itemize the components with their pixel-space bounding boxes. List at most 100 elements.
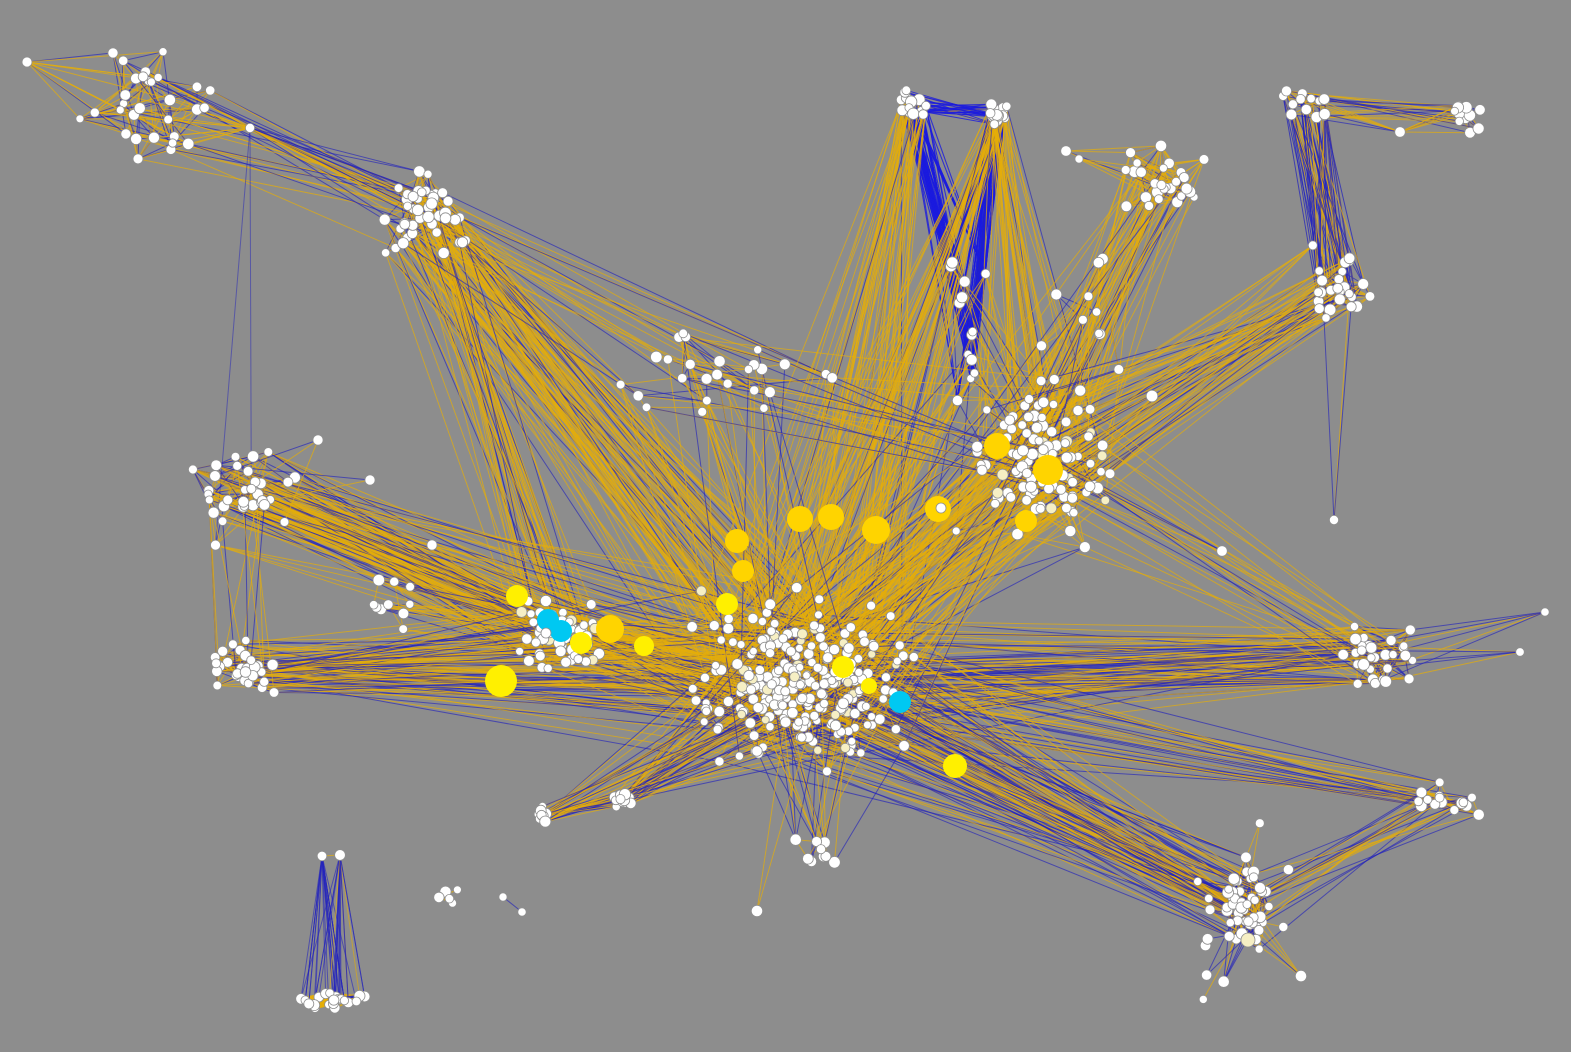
graph-node[interactable] xyxy=(767,680,776,689)
graph-node[interactable] xyxy=(121,129,131,139)
graph-node[interactable] xyxy=(1035,437,1043,445)
graph-node[interactable] xyxy=(1218,976,1229,987)
graph-node[interactable] xyxy=(1097,451,1107,461)
graph-node[interactable] xyxy=(803,672,811,680)
graph-node[interactable] xyxy=(899,651,909,661)
graph-node[interactable] xyxy=(1350,622,1358,630)
graph-node[interactable] xyxy=(159,48,167,56)
graph-node[interactable] xyxy=(1181,183,1192,194)
graph-node[interactable] xyxy=(1012,528,1023,539)
graph-node[interactable] xyxy=(696,586,706,596)
graph-node[interactable] xyxy=(108,48,118,58)
graph-node[interactable] xyxy=(1414,797,1423,806)
graph-node[interactable] xyxy=(205,496,213,504)
graph-node[interactable] xyxy=(164,115,173,124)
graph-node[interactable] xyxy=(902,86,911,95)
graph-node[interactable] xyxy=(1068,477,1078,487)
graph-node[interactable] xyxy=(206,86,215,95)
graph-node[interactable] xyxy=(147,78,155,86)
graph-node[interactable] xyxy=(76,115,84,123)
graph-node[interactable] xyxy=(1202,934,1213,945)
graph-node[interactable] xyxy=(1079,542,1090,553)
graph-node[interactable] xyxy=(1075,385,1086,396)
graph-node[interactable] xyxy=(1435,778,1444,787)
graph-node[interactable] xyxy=(992,488,1003,499)
graph-node[interactable] xyxy=(786,647,795,656)
graph-node[interactable] xyxy=(986,109,995,118)
graph-node[interactable] xyxy=(90,108,99,117)
graph-node[interactable] xyxy=(1333,283,1343,293)
graph-node[interactable] xyxy=(748,613,758,623)
graph-node[interactable] xyxy=(1365,292,1375,302)
graph-node[interactable] xyxy=(1358,279,1369,290)
graph-node[interactable] xyxy=(952,395,962,405)
graph-node[interactable] xyxy=(394,184,403,193)
graph-node[interactable] xyxy=(767,627,776,636)
graph-node[interactable] xyxy=(717,636,725,644)
graph-node[interactable] xyxy=(379,214,390,225)
graph-node[interactable] xyxy=(737,710,745,718)
graph-node[interactable] xyxy=(820,699,828,707)
graph-node[interactable] xyxy=(735,752,743,760)
graph-node[interactable] xyxy=(280,518,289,527)
graph-node[interactable] xyxy=(1243,900,1251,908)
graph-node[interactable] xyxy=(1172,177,1181,186)
graph-node[interactable] xyxy=(758,617,766,625)
graph-node[interactable] xyxy=(417,188,426,197)
graph-node[interactable] xyxy=(1244,917,1254,927)
graph-node[interactable] xyxy=(855,668,863,676)
graph-node[interactable] xyxy=(164,94,175,105)
graph-node[interactable] xyxy=(244,679,253,688)
graph-node[interactable] xyxy=(723,623,734,634)
graph-node[interactable] xyxy=(795,718,803,726)
graph-node[interactable] xyxy=(499,893,507,901)
graph-node[interactable] xyxy=(1097,468,1105,476)
graph-node[interactable] xyxy=(715,757,724,766)
graph-node[interactable] xyxy=(1007,424,1017,434)
graph-node[interactable] xyxy=(807,642,815,650)
graph-node[interactable] xyxy=(952,527,960,535)
graph-node[interactable] xyxy=(1255,882,1266,893)
graph-node[interactable] xyxy=(134,103,145,114)
graph-node[interactable] xyxy=(403,202,411,210)
graph-node[interactable] xyxy=(384,600,394,610)
graph-node[interactable] xyxy=(823,767,832,776)
graph-node[interactable] xyxy=(1061,439,1070,448)
graph-node[interactable] xyxy=(352,997,361,1006)
graph-node[interactable] xyxy=(535,651,545,661)
graph-node[interactable] xyxy=(208,507,219,518)
graph-node[interactable] xyxy=(893,657,901,665)
graph-node[interactable] xyxy=(970,369,978,377)
graph-node[interactable] xyxy=(840,629,850,639)
graph-node[interactable] xyxy=(687,622,698,633)
graph-node[interactable] xyxy=(373,574,385,586)
graph-node[interactable] xyxy=(881,673,890,682)
graph-node[interactable] xyxy=(438,247,449,258)
graph-node[interactable] xyxy=(423,211,434,222)
graph-node[interactable] xyxy=(1281,86,1291,96)
graph-node[interactable] xyxy=(1022,429,1031,438)
graph-node[interactable] xyxy=(1353,679,1362,688)
graph-node[interactable] xyxy=(1002,102,1011,111)
graph-node[interactable] xyxy=(1319,94,1330,105)
graph-node[interactable] xyxy=(843,678,852,687)
graph-node[interactable] xyxy=(213,681,222,690)
graph-node[interactable] xyxy=(1061,452,1072,463)
graph-node[interactable] xyxy=(412,204,423,215)
graph-node[interactable] xyxy=(844,643,854,653)
graph-node[interactable] xyxy=(522,634,532,644)
graph-node[interactable] xyxy=(864,721,872,729)
graph-node[interactable] xyxy=(432,228,441,237)
graph-node[interactable] xyxy=(218,646,228,656)
graph-node[interactable] xyxy=(780,717,791,728)
graph-node[interactable] xyxy=(755,665,764,674)
graph-node[interactable] xyxy=(1155,140,1166,151)
graph-node[interactable] xyxy=(724,614,733,623)
graph-node[interactable] xyxy=(792,583,802,593)
graph-node[interactable] xyxy=(269,688,279,698)
graph-node[interactable] xyxy=(1065,526,1076,537)
graph-node[interactable] xyxy=(1358,659,1370,671)
graph-node[interactable] xyxy=(1031,422,1042,433)
